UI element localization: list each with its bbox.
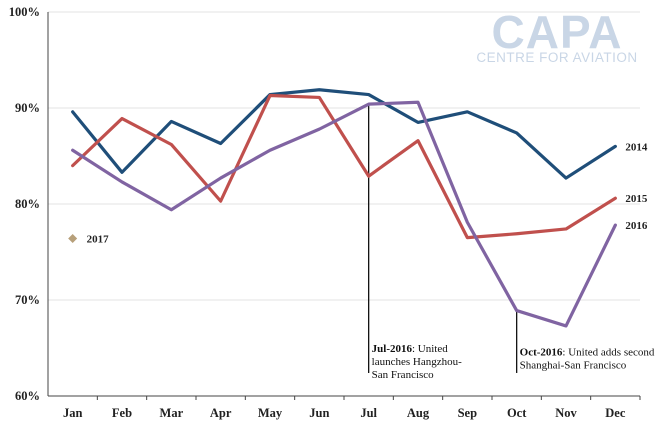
annotation-text-line: San Francisco <box>372 369 435 381</box>
x-tick-label: Dec <box>605 406 626 420</box>
capa-logo: CAPA CENTRE FOR AVIATION <box>476 6 637 65</box>
gridlines <box>48 11 640 301</box>
annotation-date: Jul-2016 <box>372 343 413 355</box>
x-tick-label: Nov <box>555 406 577 420</box>
y-tick-label: 90% <box>15 101 40 115</box>
x-tick-label: Feb <box>112 406 132 420</box>
annotation-text: Jul-2016: United <box>372 343 449 355</box>
series-label-2016: 2016 <box>625 220 648 232</box>
x-tick-label: Jan <box>63 406 83 420</box>
axes <box>47 12 641 400</box>
series-label-2014: 2014 <box>625 141 648 153</box>
x-tick-label: Aug <box>407 406 430 420</box>
x-tick-label: Jun <box>309 406 329 420</box>
series-line-2014 <box>71 88 617 180</box>
annotation-desc: : United <box>412 343 448 355</box>
series-label-2015: 2015 <box>625 193 648 205</box>
series-labels: 2014 2015 2016 2017 <box>87 141 648 245</box>
y-tick-label: 100% <box>9 5 40 19</box>
x-tick-label: May <box>258 406 283 420</box>
logo-sub-text: CENTRE FOR AVIATION <box>476 50 637 65</box>
x-tick-label: Apr <box>210 406 232 420</box>
x-tick-labels: Jan Feb Mar Apr May Jun Jul Aug Sep Oct Nov Dec <box>63 406 626 420</box>
series-lines <box>68 88 617 328</box>
x-tick-label: Jul <box>360 406 377 420</box>
y-tick-label: 60% <box>15 389 40 403</box>
series-line-2015 <box>71 93 617 240</box>
x-tick-label: Sep <box>458 406 478 420</box>
series-line-2016 <box>71 100 617 328</box>
annotation-date: Oct-2016 <box>520 347 563 359</box>
data-point-2017 <box>68 234 78 244</box>
logo-main-text: CAPA <box>492 6 623 58</box>
y-tick-label: 70% <box>15 293 40 307</box>
y-tick-label: 80% <box>15 197 40 211</box>
series-label-2017: 2017 <box>87 234 110 246</box>
annotation-text: Oct-2016: United adds second <box>520 347 655 359</box>
annotation-desc: : United adds second <box>562 347 654 359</box>
x-tick-label: Mar <box>160 406 184 420</box>
annotation-text-line: Shanghai-San Francisco <box>520 360 627 372</box>
annotation-text-line: launches Hangzhou- <box>372 356 462 368</box>
y-tick-labels: 60% 70% 80% 90% 100% <box>9 5 40 403</box>
x-tick-label: Oct <box>507 406 527 420</box>
